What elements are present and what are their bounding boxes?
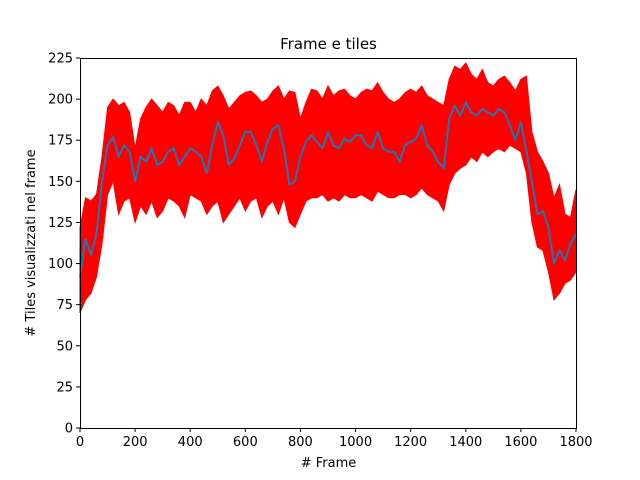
y-tick-label: 225 bbox=[48, 52, 73, 67]
y-tick-label: 25 bbox=[56, 380, 73, 395]
x-tick-label: 1400 bbox=[449, 435, 482, 450]
x-tick-label: 1800 bbox=[559, 435, 592, 450]
y-tick-label: 150 bbox=[48, 175, 73, 190]
x-tick-label: 800 bbox=[288, 435, 313, 450]
x-tick-label: 1200 bbox=[394, 435, 427, 450]
y-tick-label: 0 bbox=[65, 422, 73, 437]
y-tick-label: 175 bbox=[48, 134, 73, 149]
y-tick-label: 200 bbox=[48, 93, 73, 108]
y-tick-label: 75 bbox=[56, 298, 73, 313]
chart-title: Frame e tiles bbox=[280, 35, 377, 53]
y-tick-label: 50 bbox=[56, 339, 73, 354]
x-axis-title: # Frame bbox=[301, 456, 357, 471]
y-axis-title: # Tiles visualizzati nel frame bbox=[24, 149, 39, 336]
x-tick-label: 600 bbox=[233, 435, 258, 450]
series-1-line bbox=[79, 101, 577, 277]
y-tick-label: 125 bbox=[48, 216, 73, 231]
x-tick-label: 400 bbox=[178, 435, 203, 450]
series-0-noise bbox=[79, 64, 576, 313]
x-axis: 0 200 400 600 800 1000 1200 1400 1600 1800 bbox=[76, 428, 593, 450]
series-layer bbox=[79, 61, 577, 314]
x-tick-label: 1000 bbox=[339, 435, 372, 450]
x-tick-label: 1600 bbox=[504, 435, 537, 450]
y-tick-label: 100 bbox=[48, 257, 73, 272]
plot-frame bbox=[80, 58, 577, 429]
y-axis: 0 25 50 75 100 125 150 175 200 225 bbox=[48, 52, 80, 437]
x-tick-label: 0 bbox=[76, 435, 84, 450]
x-tick-label: 200 bbox=[123, 435, 148, 450]
